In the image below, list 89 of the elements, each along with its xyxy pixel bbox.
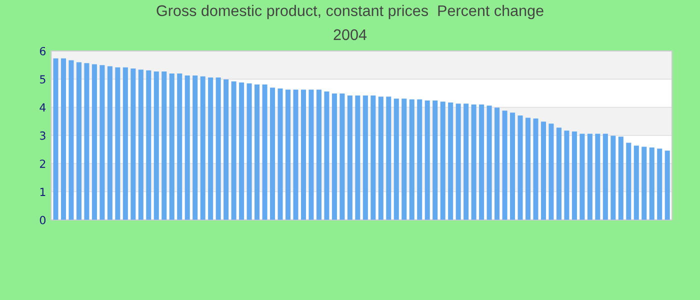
bar	[68, 60, 74, 220]
bar	[231, 81, 236, 220]
bar	[448, 102, 454, 220]
bar	[370, 95, 376, 220]
bar	[270, 88, 276, 220]
bar	[409, 99, 414, 220]
y-tick-label: 6	[40, 46, 46, 56]
bar	[510, 112, 516, 220]
bar	[595, 134, 600, 220]
bar	[602, 134, 608, 220]
bar	[154, 72, 159, 220]
bar	[316, 90, 322, 220]
bar	[548, 124, 554, 220]
bar	[169, 74, 174, 220]
bar	[332, 94, 337, 220]
bar	[402, 98, 407, 220]
chart-subtitle: 2004	[334, 29, 367, 40]
y-tick-label: 3	[40, 131, 46, 140]
bar	[556, 128, 562, 220]
bar	[626, 142, 632, 220]
bar	[122, 67, 128, 220]
bar	[340, 94, 345, 220]
bar	[162, 72, 167, 220]
bar	[664, 150, 670, 220]
bar	[184, 75, 190, 220]
y-tick-label: 5	[40, 75, 46, 84]
bar	[533, 118, 538, 220]
bar	[518, 115, 523, 220]
bar	[362, 95, 368, 220]
y-tick-label: 2	[40, 160, 46, 168]
bar	[642, 146, 647, 220]
bar	[293, 90, 298, 220]
bar	[192, 75, 198, 220]
bar	[587, 134, 592, 220]
bar	[440, 102, 446, 220]
bar	[300, 90, 306, 220]
bar	[262, 84, 268, 220]
bar	[394, 98, 399, 220]
bar	[634, 146, 639, 220]
bar	[130, 68, 136, 220]
bar	[471, 104, 476, 220]
bar	[486, 106, 492, 220]
bar	[417, 99, 422, 220]
bar	[246, 83, 252, 220]
bar	[115, 67, 120, 220]
y-tick-label: 0	[40, 216, 46, 224]
bar	[502, 110, 508, 220]
bar	[424, 100, 430, 220]
bar	[239, 82, 244, 220]
bar	[84, 63, 90, 220]
bar	[464, 104, 469, 220]
bar	[138, 70, 144, 220]
bar	[564, 130, 570, 220]
bar	[308, 90, 314, 220]
bar	[76, 62, 82, 220]
chart-title: Gross domestic product, constant prices Percent change	[156, 4, 544, 20]
bar	[355, 95, 360, 220]
bar	[208, 77, 214, 220]
bar	[580, 134, 585, 220]
bar	[177, 74, 182, 220]
bar	[107, 66, 112, 220]
bar	[92, 64, 97, 220]
bar	[254, 84, 260, 220]
bar	[278, 88, 283, 220]
bar	[200, 76, 206, 220]
bar	[618, 136, 624, 220]
bar	[378, 96, 384, 220]
bar	[285, 90, 291, 220]
bar	[60, 58, 66, 220]
bar	[216, 77, 221, 220]
bar	[525, 118, 531, 220]
bar	[100, 65, 105, 220]
bar	[479, 104, 484, 220]
bar	[540, 122, 546, 220]
bar	[386, 96, 392, 220]
bar	[432, 100, 438, 220]
bar	[456, 104, 461, 220]
bar	[494, 108, 500, 220]
y-tick-label: 4	[40, 103, 46, 112]
bar	[224, 79, 229, 220]
bar	[53, 58, 58, 220]
bar	[657, 148, 662, 220]
bar	[347, 95, 352, 220]
bar	[610, 136, 616, 220]
bar	[146, 70, 152, 220]
bar	[649, 148, 654, 220]
bar	[324, 92, 330, 220]
bar	[572, 132, 577, 220]
y-tick-label: 1	[40, 188, 46, 196]
